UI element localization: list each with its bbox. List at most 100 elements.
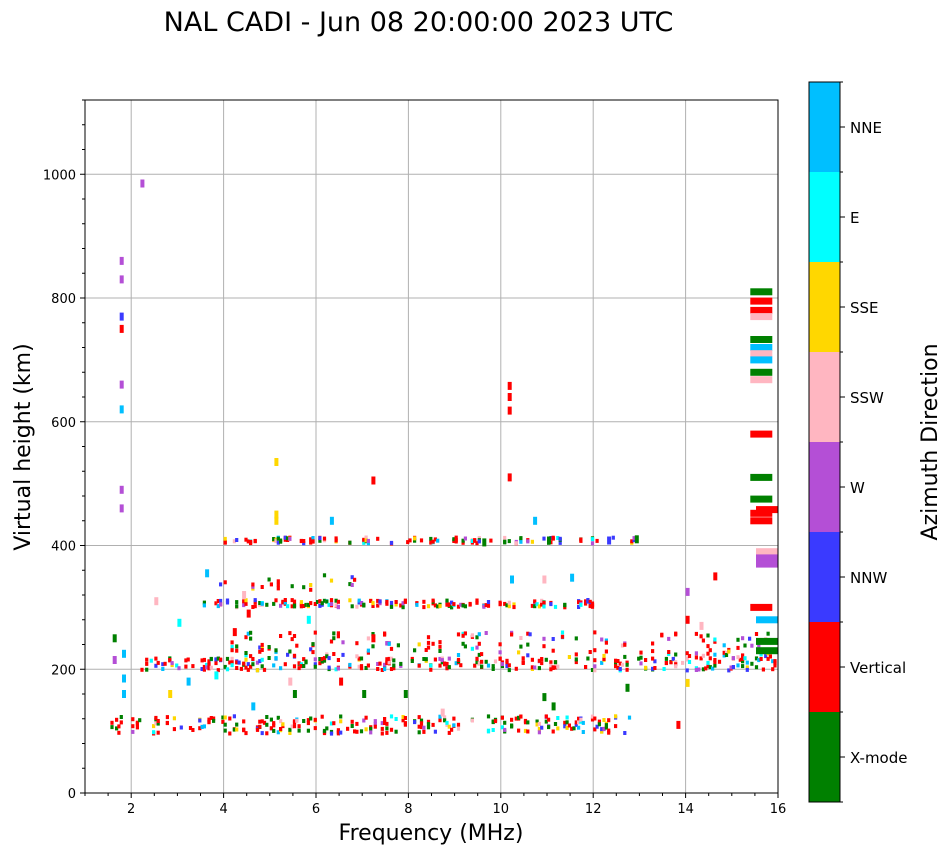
- echo-mark: [242, 727, 246, 732]
- echo-mark: [170, 661, 174, 666]
- echo-mark: [470, 646, 474, 651]
- echo-mark: [754, 632, 759, 636]
- echo-mark: [704, 666, 708, 671]
- echo-mark: [366, 636, 370, 641]
- echo-mark: [267, 656, 271, 660]
- echo-mark: [507, 539, 511, 544]
- echo-mark: [503, 540, 507, 545]
- y-tick-label: 400: [51, 540, 76, 555]
- echo-mark: [553, 660, 558, 665]
- echo-mark: [207, 662, 211, 667]
- echo-point: [154, 597, 159, 606]
- echo-mark: [373, 722, 377, 726]
- echo-mark: [722, 653, 726, 658]
- echo-mark: [417, 730, 421, 735]
- echo-mark: [387, 641, 391, 646]
- echo-mark: [117, 724, 121, 729]
- echo-mark: [350, 719, 354, 724]
- echo-mark: [235, 538, 239, 542]
- echo-mark: [281, 722, 285, 727]
- echo-mark: [694, 651, 698, 656]
- x-tick-label: 2: [127, 802, 135, 817]
- echo-mark: [724, 653, 729, 657]
- echo-mark: [276, 730, 280, 735]
- echo-mark: [540, 657, 544, 661]
- echo-mark: [517, 728, 521, 733]
- echo-mark: [422, 599, 426, 604]
- echo-mark: [306, 718, 310, 723]
- echo-mark: [140, 667, 144, 672]
- echo-mark: [299, 602, 303, 607]
- x-tick-label: 6: [312, 802, 320, 817]
- echo-mark: [517, 715, 521, 720]
- echo-point: [750, 356, 773, 364]
- x-tick-label: 8: [404, 802, 412, 817]
- echo-point: [507, 473, 512, 482]
- echo-mark: [290, 604, 294, 609]
- echo-mark: [768, 654, 772, 659]
- echo-mark: [392, 663, 396, 668]
- echo-mark: [526, 539, 530, 544]
- echo-point: [339, 677, 344, 686]
- echo-mark: [429, 536, 433, 541]
- echo-point: [112, 634, 117, 643]
- echo-mark: [290, 598, 294, 603]
- echo-mark: [551, 536, 555, 541]
- echo-mark: [445, 666, 449, 671]
- echo-mark: [336, 634, 340, 639]
- colorbar-label: E: [850, 209, 859, 227]
- x-tick-label: 14: [677, 802, 694, 817]
- echo-mark: [614, 664, 618, 669]
- echo-mark: [380, 726, 384, 731]
- echo-mark: [265, 731, 269, 736]
- echo-mark: [320, 659, 324, 664]
- echo-point: [750, 517, 773, 525]
- echo-mark: [431, 598, 435, 603]
- echo-mark: [553, 722, 558, 726]
- echo-mark: [565, 725, 569, 730]
- echo-mark: [505, 603, 509, 608]
- echo-mark: [475, 645, 479, 650]
- echo-mark: [246, 539, 250, 544]
- echo-mark: [452, 723, 456, 728]
- echo-mark: [498, 656, 502, 661]
- echo-mark: [713, 660, 717, 665]
- echo-mark: [717, 659, 722, 664]
- echo-mark: [431, 539, 435, 544]
- echo-mark: [341, 652, 345, 657]
- echo-mark: [477, 641, 481, 646]
- echo-mark: [184, 658, 188, 663]
- echo-mark: [510, 632, 514, 637]
- echo-mark: [456, 726, 461, 731]
- echo-mark: [526, 720, 530, 725]
- echo-mark: [674, 664, 678, 669]
- echo-mark: [477, 632, 481, 637]
- echo-mark: [577, 600, 581, 605]
- echo-mark: [366, 648, 370, 653]
- echo-point: [119, 405, 124, 414]
- echo-point: [750, 430, 773, 438]
- echo-mark: [149, 658, 153, 663]
- echo-mark: [512, 602, 516, 607]
- echo-mark: [297, 666, 301, 671]
- echo-mark: [558, 540, 562, 545]
- echo-mark: [535, 722, 539, 727]
- echo-mark: [216, 599, 220, 603]
- echo-mark: [385, 661, 389, 665]
- echo-mark: [260, 657, 264, 662]
- echo-mark: [651, 656, 655, 661]
- echo-mark: [401, 601, 405, 606]
- echo-mark: [255, 660, 260, 665]
- echo-mark: [722, 650, 726, 655]
- echo-mark: [177, 666, 181, 671]
- echo-mark: [364, 535, 368, 540]
- echo-mark: [413, 538, 417, 543]
- echo-mark: [588, 604, 592, 609]
- echo-mark: [251, 584, 255, 589]
- echo-mark: [514, 541, 518, 546]
- echo-mark: [537, 658, 541, 663]
- echo-mark: [325, 726, 329, 731]
- echo-mark: [674, 631, 678, 636]
- echo-point: [119, 275, 124, 284]
- echo-point: [750, 368, 773, 376]
